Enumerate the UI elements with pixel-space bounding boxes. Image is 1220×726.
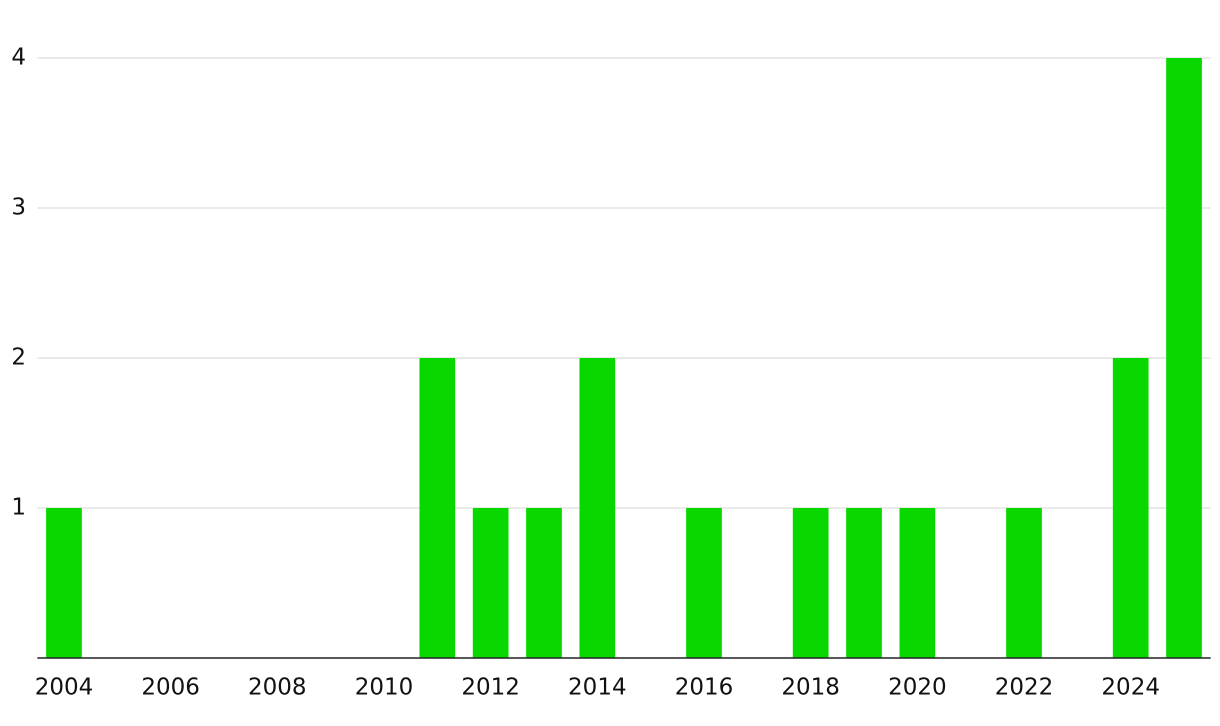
y-tick-label: 3: [11, 195, 26, 221]
x-tick-label: 2008: [248, 675, 307, 701]
y-tick-label: 2: [11, 345, 26, 371]
bar: [899, 508, 936, 658]
x-tick-label: 2024: [1101, 675, 1160, 701]
x-tick-label: 2006: [141, 675, 200, 701]
x-tick-label: 2012: [461, 675, 520, 701]
x-tick-label: 2010: [355, 675, 414, 701]
bar: [472, 508, 509, 658]
x-tick-label: 2022: [995, 675, 1054, 701]
bar: [1112, 358, 1149, 658]
y-tick-label: 1: [11, 495, 26, 521]
bar: [1166, 58, 1202, 658]
bar: [419, 358, 456, 658]
bar: [792, 508, 829, 658]
x-tick-label: 2020: [888, 675, 947, 701]
x-tick-label: 2016: [675, 675, 734, 701]
bar: [846, 508, 882, 658]
bar: [46, 508, 82, 658]
bar: [686, 508, 722, 658]
bar: [526, 508, 562, 658]
x-tick-label: 2004: [35, 675, 94, 701]
bar: [1006, 508, 1042, 658]
x-tick-label: 2018: [781, 675, 840, 701]
y-tick-label: 4: [11, 45, 26, 71]
bar: [579, 358, 616, 658]
x-tick-label: 2014: [568, 675, 627, 701]
